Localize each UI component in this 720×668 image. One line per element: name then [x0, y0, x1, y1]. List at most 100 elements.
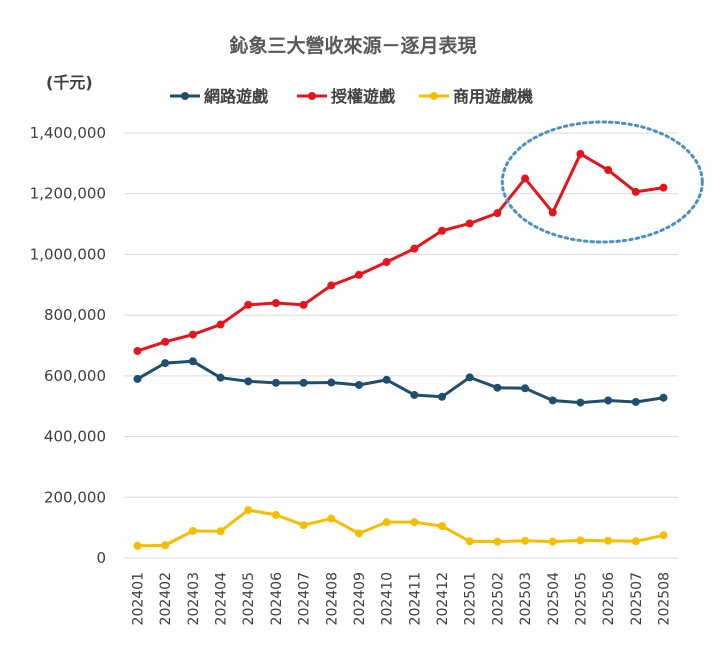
- data-point: [244, 506, 253, 515]
- data-point: [188, 357, 197, 366]
- data-point: [216, 527, 225, 536]
- data-point: [410, 518, 419, 527]
- data-point: [604, 166, 613, 175]
- series-line: [136, 359, 664, 405]
- data-point: [438, 226, 447, 235]
- data-point: [271, 299, 280, 307]
- data-point: [631, 397, 640, 406]
- x-axis-ticks: 202401 202402 202403 202404 202405 202406 2024…: [131, 572, 673, 626]
- x-tick-label: 202406: [269, 572, 285, 626]
- x-tick-label: 202507: [629, 572, 645, 625]
- series-line: [137, 152, 664, 353]
- data-point: [548, 396, 557, 405]
- data-point: [493, 537, 502, 546]
- data-point: [521, 174, 530, 183]
- data-point: [659, 183, 668, 192]
- data-point: [216, 320, 225, 329]
- data-point: [271, 378, 280, 387]
- data-point: [410, 244, 419, 253]
- data-point: [465, 219, 474, 228]
- data-point: [299, 300, 308, 309]
- data-point: [327, 378, 336, 387]
- data-point: [354, 270, 363, 279]
- data-point: [465, 537, 474, 546]
- legend-label: 商用遊戲機: [453, 87, 533, 106]
- legend: 網路遊戲 授權遊戲 商用遊戲機: [170, 87, 533, 106]
- data-point: [548, 537, 557, 546]
- data-point: [161, 541, 170, 550]
- y-tick-label: 200,000: [44, 488, 106, 506]
- series-網路遊戲: [133, 357, 668, 407]
- data-point: [631, 187, 640, 196]
- data-point: [659, 393, 668, 402]
- y-tick-label: 1,200,000: [30, 185, 106, 203]
- data-point: [576, 149, 585, 158]
- x-tick-label: 202402: [158, 572, 174, 625]
- data-point: [631, 537, 640, 546]
- data-point: [354, 529, 363, 538]
- data-point: [244, 300, 253, 309]
- legend-label: 授權遊戲: [331, 87, 396, 106]
- series-授權遊戲: [133, 149, 668, 355]
- x-tick-label: 202508: [657, 572, 673, 625]
- data-point: [382, 258, 391, 267]
- legend-item: 網路遊戲: [170, 87, 269, 106]
- data-point: [133, 541, 142, 550]
- x-tick-label: 202404: [214, 572, 230, 626]
- data-point: [327, 281, 336, 290]
- y-tick-label: 1,000,000: [30, 245, 106, 263]
- y-tick-label: 800,000: [44, 306, 106, 324]
- data-point: [161, 337, 170, 346]
- series-商用遊戲機: [133, 506, 668, 550]
- legend-swatch-marker: [430, 92, 438, 100]
- data-point: [382, 518, 391, 527]
- x-tick-label: 202405: [241, 572, 257, 625]
- data-point: [271, 510, 280, 519]
- chart-title: 鈊象三大營收來源－逐月表現: [229, 34, 476, 57]
- data-point: [216, 373, 225, 382]
- data-point: [299, 521, 308, 530]
- gridlines: [124, 132, 678, 559]
- x-tick-label: 202506: [601, 572, 617, 626]
- legend-item: 授權遊戲: [297, 87, 396, 106]
- data-point: [604, 396, 613, 405]
- data-point: [161, 359, 170, 368]
- series-group: [133, 149, 668, 550]
- legend-label: 網路遊戲: [204, 87, 269, 106]
- data-point: [133, 374, 142, 383]
- legend-item: 商用遊戲機: [419, 87, 533, 106]
- y-tick-label: 600,000: [44, 367, 106, 385]
- data-point: [493, 209, 502, 218]
- x-tick-label: 202502: [490, 572, 506, 625]
- x-tick-label: 202407: [297, 572, 313, 625]
- data-point: [244, 377, 253, 386]
- data-point: [521, 384, 530, 393]
- y-unit-label: (千元): [46, 73, 93, 92]
- x-tick-label: 202411: [407, 572, 423, 625]
- x-tick-label: 202401: [131, 572, 147, 625]
- legend-swatch-marker: [181, 92, 189, 100]
- data-point: [299, 378, 308, 387]
- x-tick-label: 202412: [435, 572, 451, 625]
- data-point: [493, 383, 502, 392]
- x-tick-label: 202505: [573, 572, 589, 625]
- data-point: [576, 398, 585, 407]
- data-point: [188, 330, 197, 339]
- data-point: [438, 522, 447, 531]
- data-point: [354, 380, 363, 389]
- data-point: [438, 392, 447, 401]
- data-point: [548, 208, 557, 217]
- x-tick-label: 202410: [380, 572, 396, 625]
- data-point: [576, 536, 585, 545]
- x-tick-label: 202409: [352, 572, 368, 625]
- data-point: [327, 514, 336, 523]
- highlight-ellipse: [500, 120, 704, 244]
- x-tick-label: 202504: [546, 572, 562, 626]
- data-point: [465, 373, 474, 382]
- data-point: [604, 536, 613, 545]
- y-tick-label: 400,000: [44, 428, 106, 446]
- data-point: [188, 526, 197, 535]
- data-point: [521, 536, 530, 545]
- data-point: [410, 390, 419, 399]
